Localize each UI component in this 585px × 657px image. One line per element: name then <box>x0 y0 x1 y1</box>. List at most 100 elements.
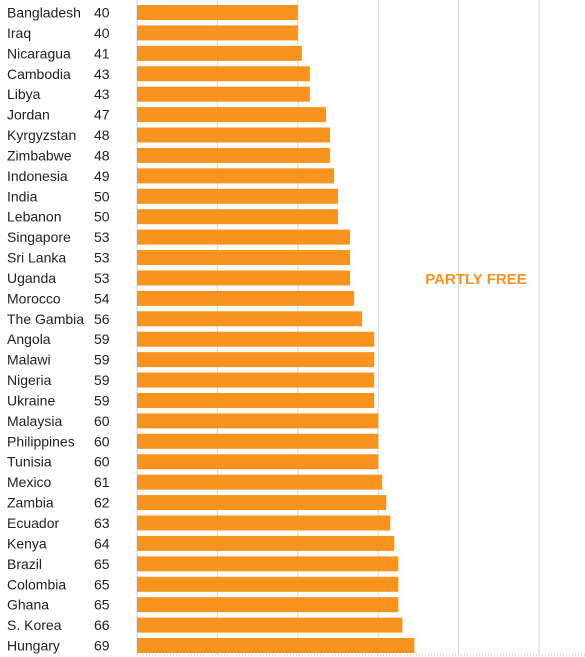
value-label: 53 <box>94 270 110 286</box>
bar <box>137 229 351 245</box>
bar <box>137 515 391 531</box>
value-label: 43 <box>94 86 110 102</box>
value-labels: 40 40 41 43 43 47 48 48 49 50 50 53 53 53 54 56 59 59 59 59… <box>94 5 110 654</box>
value-label: 62 <box>94 495 110 511</box>
bar <box>137 638 415 654</box>
value-label: 54 <box>94 290 110 306</box>
bar <box>137 107 326 123</box>
category-label: Zambia <box>7 495 54 511</box>
value-label: 59 <box>94 392 110 408</box>
category-label: Cambodia <box>7 66 71 82</box>
bar <box>137 617 403 633</box>
bars <box>137 5 415 654</box>
value-label: 59 <box>94 352 110 368</box>
value-label: 59 <box>94 331 110 347</box>
value-label: 49 <box>94 168 110 184</box>
bar <box>137 270 351 286</box>
bar <box>137 372 375 388</box>
category-label: Uganda <box>7 270 56 286</box>
bar <box>137 127 330 143</box>
category-label: Kenya <box>7 535 47 551</box>
category-label: Tunisia <box>7 454 52 470</box>
value-label: 66 <box>94 617 110 633</box>
bar <box>137 66 310 82</box>
category-label: Zimbabwe <box>7 147 72 163</box>
bar <box>137 556 399 572</box>
value-label: 50 <box>94 188 110 204</box>
category-label: Malawi <box>7 352 51 368</box>
value-label: 60 <box>94 454 110 470</box>
category-label: Brazil <box>7 556 42 572</box>
value-label: 65 <box>94 556 110 572</box>
value-label: 40 <box>94 5 110 21</box>
value-label: 40 <box>94 25 110 41</box>
category-label: Libya <box>7 86 41 102</box>
value-label: 41 <box>94 45 110 61</box>
category-label: Kyrgyzstan <box>7 127 76 143</box>
bar <box>137 86 310 102</box>
bar <box>137 597 399 613</box>
bar <box>137 413 379 429</box>
value-label: 63 <box>94 515 110 531</box>
category-label: Colombia <box>7 576 66 592</box>
category-label: The Gambia <box>7 311 84 327</box>
bar <box>137 352 375 368</box>
bar <box>137 147 330 163</box>
category-label: Ghana <box>7 597 49 613</box>
value-label: 56 <box>94 311 110 327</box>
category-label: Hungary <box>7 638 60 654</box>
bar <box>137 454 379 470</box>
category-label: Morocco <box>7 290 61 306</box>
category-label: Jordan <box>7 107 50 123</box>
partly-free-annotation: PARTLY FREE <box>425 271 526 288</box>
bar <box>137 5 298 20</box>
category-label: India <box>7 188 38 204</box>
category-label: Malaysia <box>7 413 62 429</box>
category-label: Iraq <box>7 25 31 41</box>
category-label: Mexico <box>7 474 52 490</box>
bar <box>137 168 334 184</box>
category-label: S. Korea <box>7 617 62 633</box>
value-label: 69 <box>94 638 110 654</box>
value-label: 48 <box>94 127 110 143</box>
bar <box>137 188 338 204</box>
value-label: 53 <box>94 229 110 245</box>
category-label: Ukraine <box>7 392 55 408</box>
bar <box>137 290 355 306</box>
value-label: 43 <box>94 66 110 82</box>
category-labels: Bangladesh Iraq Nicaragua Cambodia Libya Jord… <box>7 5 84 654</box>
value-label: 64 <box>94 535 110 551</box>
bar <box>137 474 383 490</box>
category-label: Ecuador <box>7 515 59 531</box>
bar <box>137 495 387 511</box>
value-label: 65 <box>94 576 110 592</box>
value-label: 61 <box>94 474 110 490</box>
value-label: 60 <box>94 433 110 449</box>
bar <box>137 25 298 41</box>
category-label: Angola <box>7 331 51 347</box>
bar <box>137 311 363 327</box>
category-label: Bangladesh <box>7 5 81 21</box>
value-label: 53 <box>94 250 110 266</box>
value-label: 50 <box>94 209 110 225</box>
value-label: 65 <box>94 597 110 613</box>
category-label: Indonesia <box>7 168 68 184</box>
value-label: 60 <box>94 413 110 429</box>
bar <box>137 576 399 592</box>
bar <box>137 331 375 347</box>
category-label: Lebanon <box>7 209 62 225</box>
value-label: 59 <box>94 372 110 388</box>
bar <box>137 250 351 266</box>
bar <box>137 392 375 408</box>
bar <box>137 433 379 449</box>
category-label: Philippines <box>7 433 75 449</box>
category-label: Sri Lanka <box>7 250 66 266</box>
category-label: Nigeria <box>7 372 52 388</box>
bar <box>137 209 338 225</box>
category-label: Nicaragua <box>7 45 71 61</box>
category-label: Singapore <box>7 229 71 245</box>
bar <box>137 45 302 61</box>
value-label: 48 <box>94 147 110 163</box>
bar <box>137 535 395 551</box>
